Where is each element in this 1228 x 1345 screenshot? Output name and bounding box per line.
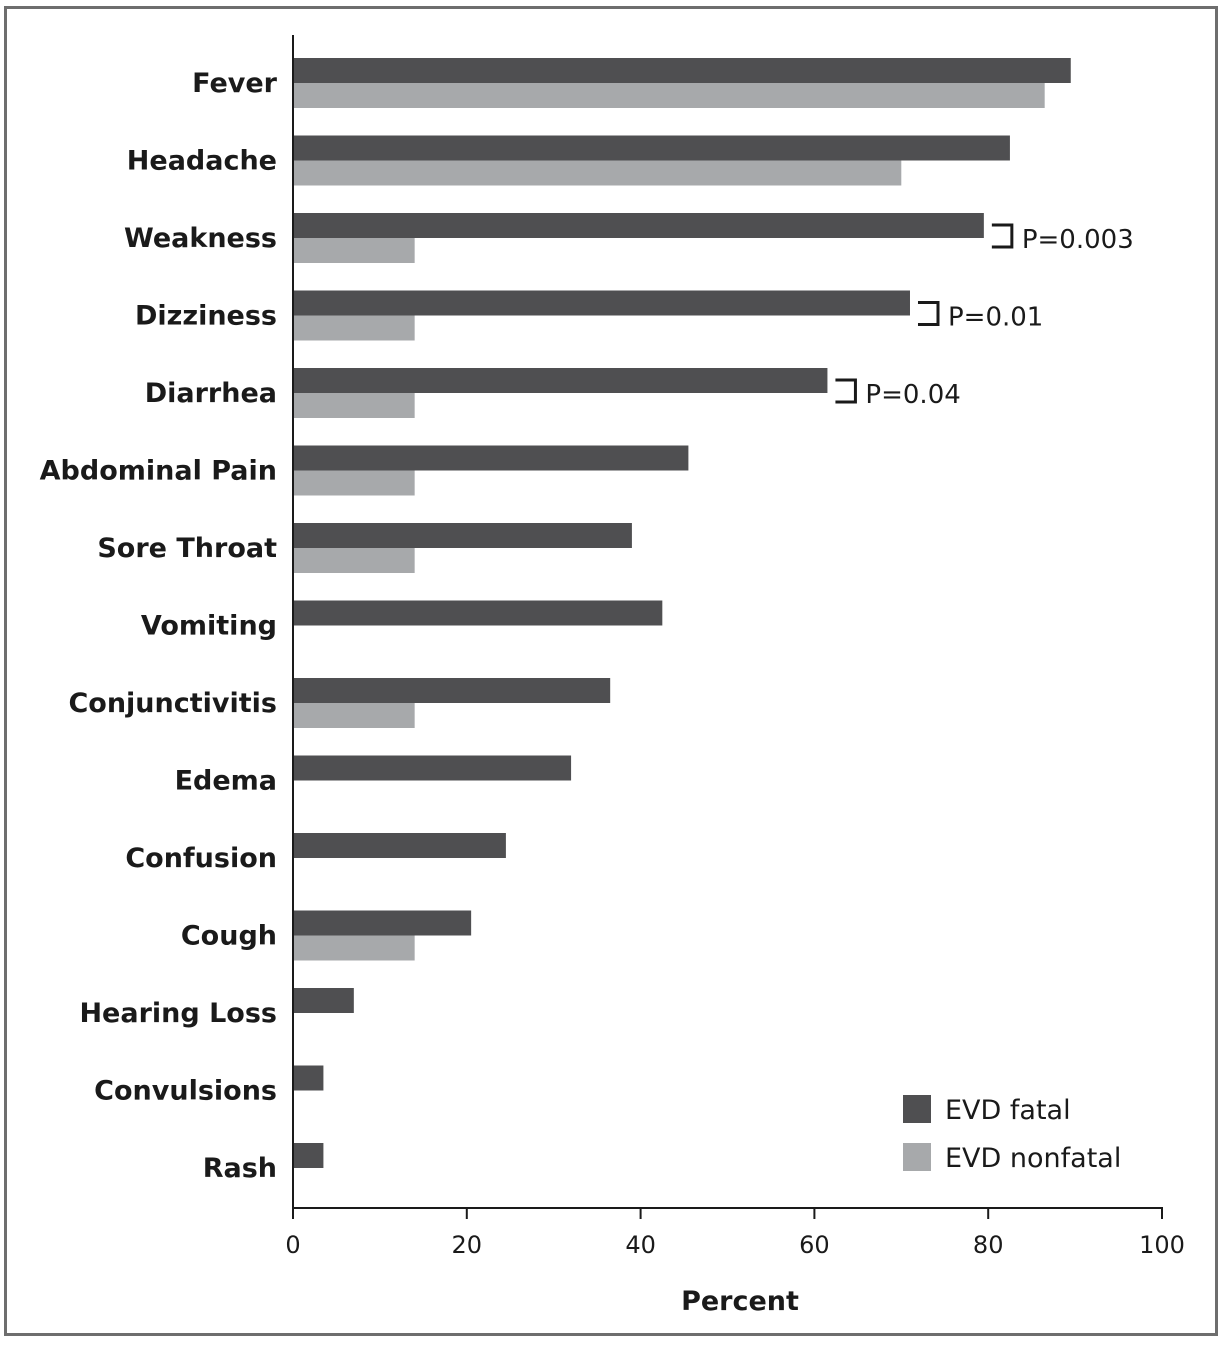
x-tick-label: 100 <box>1139 1231 1185 1259</box>
bar-nonfatal <box>293 470 415 496</box>
category-label: Vomiting <box>141 611 277 642</box>
bar-fatal <box>293 1065 324 1091</box>
bar-fatal <box>293 135 1010 161</box>
bar-fatal <box>293 833 506 858</box>
bar-fatal <box>293 290 910 316</box>
significance-bracket <box>991 223 1014 249</box>
bar-fatal <box>293 445 689 471</box>
bar-nonfatal <box>293 315 415 341</box>
bar-fatal <box>293 755 572 781</box>
category-label: Hearing Loss <box>79 998 277 1029</box>
x-axis-title: Percent <box>681 1286 799 1317</box>
category-label: Dizziness <box>135 301 277 332</box>
legend-swatch-fatal <box>903 1095 931 1123</box>
category-label: Abdominal Pain <box>40 456 277 487</box>
bar-fatal <box>293 58 1071 83</box>
category-label: Weakness <box>124 223 277 254</box>
bar-nonfatal <box>293 238 415 263</box>
annotations-layer: P=0.003 P=0.01 P=0.04 <box>835 223 1134 410</box>
bar-fatal <box>293 213 984 238</box>
bar-nonfatal <box>293 393 415 418</box>
p-value-label: P=0.01 <box>948 303 1043 333</box>
bar-nonfatal <box>293 160 902 186</box>
axes-layer: 0 20 40 60 80 100 <box>285 35 1185 1259</box>
x-tick-label: 80 <box>973 1231 1004 1259</box>
x-tick-label: 20 <box>452 1231 483 1259</box>
legend: EVD fatal EVD nonfatal <box>903 1095 1121 1174</box>
significance-bracket <box>917 301 940 326</box>
x-tick-label: 60 <box>799 1231 830 1259</box>
bar-fatal <box>293 600 663 626</box>
bar-nonfatal <box>293 703 415 728</box>
x-tick-label: 0 <box>285 1231 300 1259</box>
category-label: Diarrhea <box>145 378 277 409</box>
bar-fatal <box>293 368 828 393</box>
category-label: Fever <box>192 68 278 99</box>
category-label: Edema <box>175 766 277 797</box>
bar-nonfatal <box>293 83 1045 108</box>
p-value-label: P=0.04 <box>865 380 960 410</box>
bar-fatal <box>293 1143 324 1168</box>
x-tick-label: 40 <box>625 1231 656 1259</box>
bar-nonfatal <box>293 935 415 961</box>
p-value-label: P=0.003 <box>1022 225 1134 255</box>
bar-fatal <box>293 988 354 1013</box>
bar-nonfatal <box>293 548 415 573</box>
legend-label: EVD nonfatal <box>945 1143 1121 1174</box>
category-label: Convulsions <box>94 1076 277 1107</box>
bar-fatal <box>293 523 632 548</box>
category-label: Confusion <box>125 843 277 874</box>
category-label: Sore Throat <box>97 533 277 564</box>
bars-layer <box>293 58 1071 1168</box>
category-label: Rash <box>203 1153 277 1184</box>
legend-label: EVD fatal <box>945 1095 1071 1126</box>
category-label: Headache <box>127 146 277 177</box>
category-labels: Fever Headache Weakness Dizziness Diarrhea Ab… <box>40 68 278 1184</box>
category-label: Cough <box>181 921 277 952</box>
category-label: Conjunctivitis <box>68 688 277 719</box>
significance-bracket <box>835 378 857 404</box>
legend-swatch-nonfatal <box>903 1143 931 1171</box>
bar-fatal <box>293 910 472 936</box>
bar-fatal <box>293 678 611 703</box>
